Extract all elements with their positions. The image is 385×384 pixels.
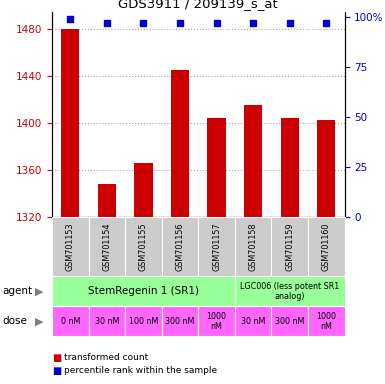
Bar bbox=[208, 118, 226, 217]
Text: StemRegenin 1 (SR1): StemRegenin 1 (SR1) bbox=[88, 286, 199, 296]
Title: GDS3911 / 209139_s_at: GDS3911 / 209139_s_at bbox=[119, 0, 278, 10]
Text: GSM701153: GSM701153 bbox=[66, 222, 75, 271]
Bar bbox=[134, 163, 152, 217]
Bar bbox=[98, 184, 116, 217]
Text: 300 nM: 300 nM bbox=[165, 317, 195, 326]
Text: dose: dose bbox=[2, 316, 27, 326]
Text: agent: agent bbox=[2, 286, 32, 296]
Text: 1000
nM: 1000 nM bbox=[207, 312, 226, 331]
Text: GSM701155: GSM701155 bbox=[139, 222, 148, 271]
Bar bbox=[281, 118, 299, 217]
Bar bbox=[244, 106, 262, 217]
Text: percentile rank within the sample: percentile rank within the sample bbox=[64, 366, 217, 376]
Text: 30 nM: 30 nM bbox=[95, 317, 119, 326]
Text: GSM701157: GSM701157 bbox=[212, 222, 221, 271]
Bar bbox=[61, 29, 79, 217]
Text: ▶: ▶ bbox=[35, 286, 44, 296]
Text: GSM701154: GSM701154 bbox=[102, 222, 111, 271]
Text: 300 nM: 300 nM bbox=[275, 317, 305, 326]
Text: 0 nM: 0 nM bbox=[60, 317, 80, 326]
Text: GSM701158: GSM701158 bbox=[249, 222, 258, 271]
Text: 1000
nM: 1000 nM bbox=[316, 312, 336, 331]
Text: LGC006 (less potent SR1
analog): LGC006 (less potent SR1 analog) bbox=[240, 282, 339, 301]
Text: GSM701156: GSM701156 bbox=[176, 222, 184, 271]
Text: ■: ■ bbox=[52, 353, 61, 362]
Text: GSM701160: GSM701160 bbox=[322, 223, 331, 271]
Bar bbox=[317, 119, 335, 217]
Text: GSM701159: GSM701159 bbox=[285, 222, 294, 271]
Text: transformed count: transformed count bbox=[64, 353, 148, 362]
Text: ■: ■ bbox=[52, 366, 61, 376]
Bar bbox=[171, 70, 189, 217]
Text: 100 nM: 100 nM bbox=[129, 317, 158, 326]
Text: 30 nM: 30 nM bbox=[241, 317, 265, 326]
Text: ▶: ▶ bbox=[35, 316, 44, 326]
